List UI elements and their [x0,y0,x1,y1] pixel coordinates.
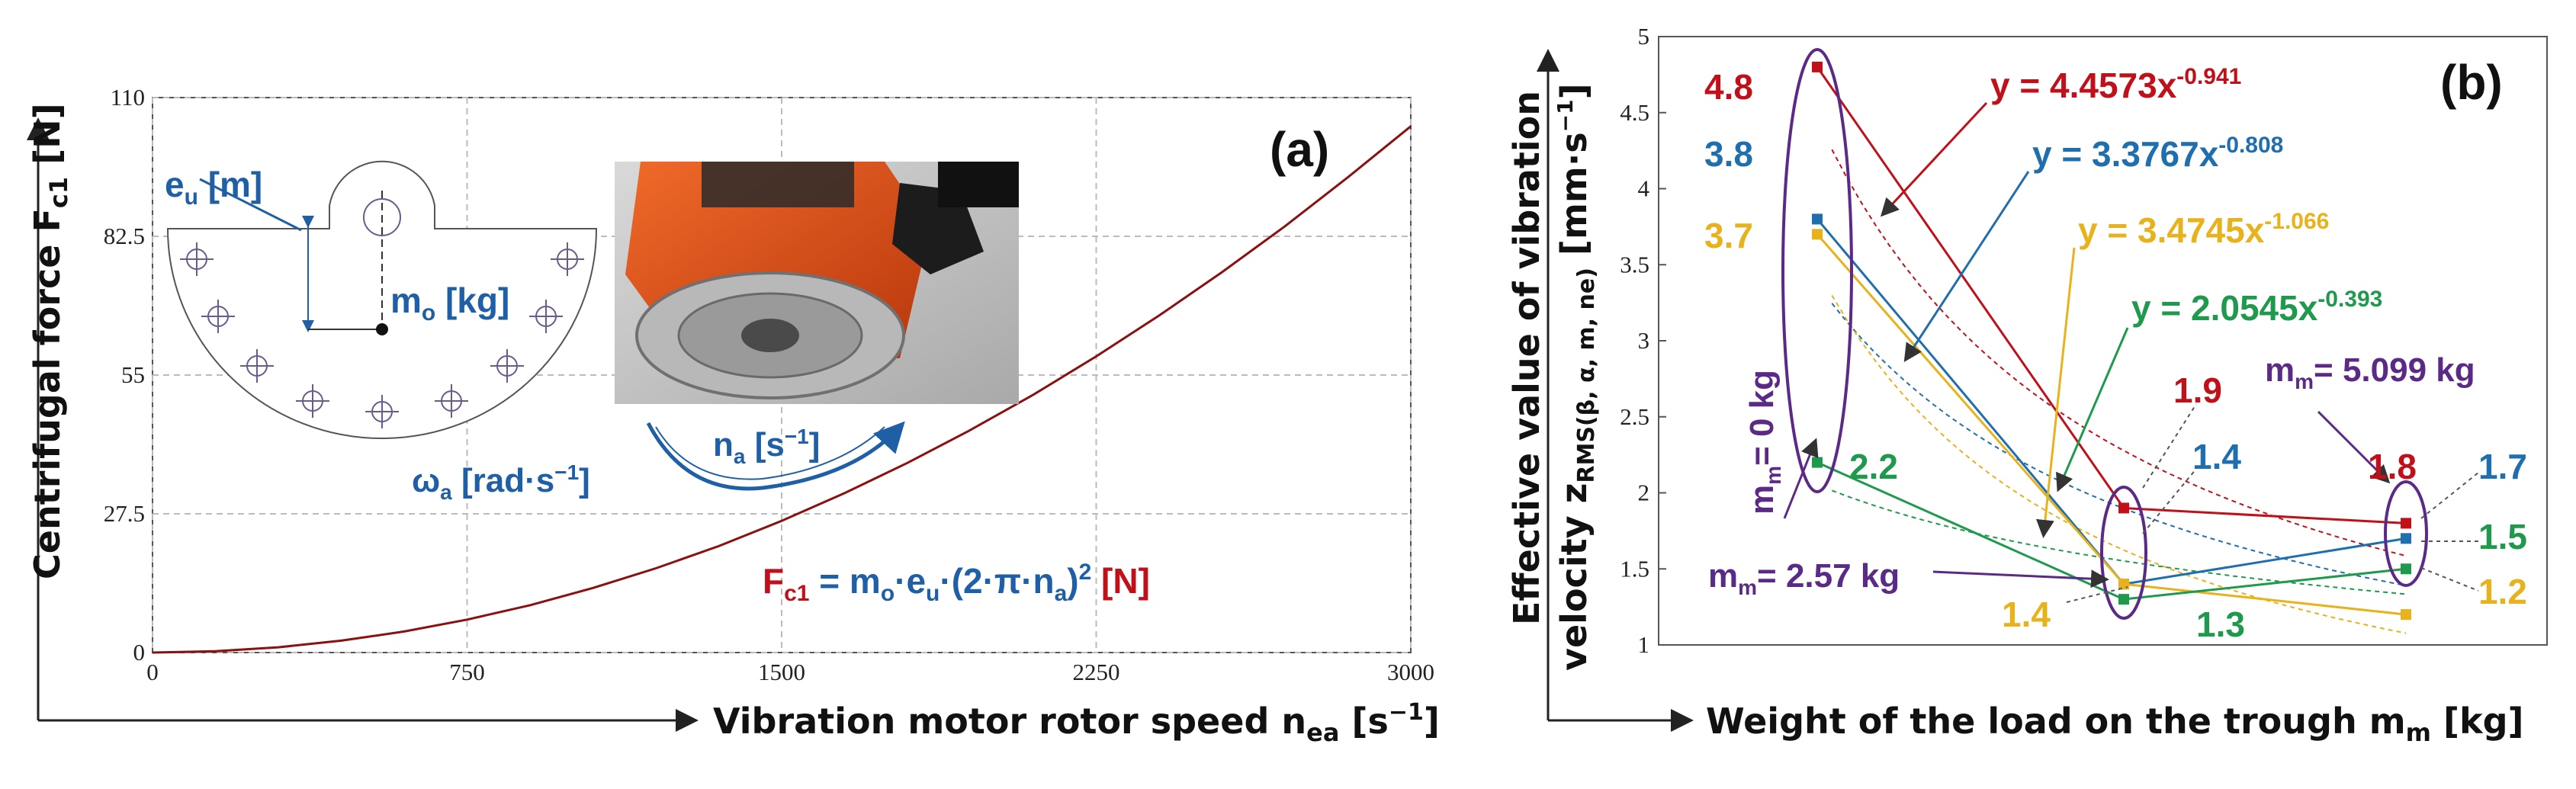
force-formula: Fc1 = mo·eu·(2·π·na)2 [N] [763,560,1150,606]
value-label-red-left: 4.8 [1704,67,1753,107]
y-axis-title-b-line2: velocity zRMS(β, α, m, ne) [mm·s−1] [1553,83,1600,671]
value-label-red-right: 1.8 [2368,447,2417,486]
mass-label-5-099kg: mm= 5.099 kg [2265,351,2475,393]
y-tick-label-b: 2.5 [1620,403,1649,430]
y-tick-label-a: 55 [121,361,145,388]
y-tick-label-a: 82.5 [104,223,145,249]
y-tick-label-b: 1 [1638,631,1650,658]
fit-curve-green [1831,489,2407,595]
data-point-yellow [2401,609,2411,621]
x-tick-label-a: 0 [146,659,159,685]
eu-label: eu [m] [165,165,262,210]
x-tick-label-a: 2250 [1073,659,1120,685]
data-point-green [1812,457,1823,468]
group-ellipse-2-57kg [2100,486,2147,620]
value-label-yellow-left: 3.7 [1704,216,1753,255]
value-label-blue-right: 1.7 [2478,447,2527,486]
shaft-hole [363,198,401,236]
group-ellipse-5-099kg [2384,480,2428,587]
ticks-a: 0 27.5 55 82.5 110 0 750 1500 2250 3000 [104,84,1434,685]
data-point-blue [1812,213,1823,225]
panel-label-a: (a) [1270,122,1329,177]
leader-lines [2066,403,2479,603]
value-label-yellow-right: 1.2 [2478,572,2527,611]
data-point-blue [2401,533,2411,544]
y-tick-label-a: 110 [111,84,145,111]
y-axis-title-b-line1: Effective value of vibration [1506,91,1547,625]
value-label-green-mid: 1.3 [2196,605,2245,644]
x-axis-title-a: Vibration motor rotor speed nea [s−1] [713,699,1440,747]
y-tick-label-b: 1.5 [1620,555,1649,582]
data-point-green [2401,563,2411,575]
x-axis-title-b: Weight of the load on the trough mm [kg] [1706,701,2524,747]
fit-equation-green: y = 2.0545x-0.393 [2131,287,2382,328]
data-point-red [2401,518,2411,529]
value-label-green-left: 2.2 [1849,447,1898,486]
group-ellipse-0kg [1781,48,1853,493]
rotation-arrow [646,421,905,491]
omega-label: ωa [rad·s−1] [412,460,590,504]
data-point-yellow [1812,229,1823,240]
data-point-red [1812,61,1823,72]
y-axis-title-a: Centrifugal force Fc1 [N] [27,103,73,579]
fit-equation-yellow: y = 3.4745x-1.066 [2078,209,2329,250]
eccentric-weight-diagram: eu [m] mo [kg] [165,160,598,439]
vibration-motor-photo [615,162,1019,404]
fit-curve-yellow [1831,294,2407,634]
x-tick-label-a: 1500 [758,659,805,685]
value-label-blue-mid: 1.4 [2192,437,2241,476]
y-tick-label-a: 0 [133,639,146,666]
mass-label-0kg: mm= 0 kg [1743,370,1785,515]
fit-curve-red [1831,149,2407,557]
force-curve [152,125,1412,654]
ticks-b: 1 1.5 2 2.5 3 3.5 4 4.5 5 [1620,23,1666,658]
data-point-yellow [2118,579,2129,590]
y-tick-label-b: 3 [1638,327,1650,354]
data-point-green [2118,594,2129,605]
data-point-red [2118,502,2129,514]
fit-equation-blue: y = 3.3767x-0.808 [2032,133,2283,174]
equation-arrows [1880,101,2129,538]
y-tick-label-b: 5 [1638,23,1650,50]
panel-label-b: (b) [2440,55,2503,110]
fit-equation-red: y = 4.4573x-0.941 [1990,64,2241,105]
panel-a: 0 27.5 55 82.5 110 0 750 1500 2250 3000 Vibration… [27,84,1440,747]
value-label-red-mid: 1.9 [2173,370,2222,410]
na-label: na [s−1] [713,425,820,468]
y-tick-label-a: 27.5 [104,500,145,527]
y-tick-label-b: 2 [1638,479,1650,506]
panel-b: 1 1.5 2 2.5 3 3.5 4 4.5 5 Weight of the load on … [1506,23,2548,747]
x-tick-label-a: 750 [449,659,485,685]
y-tick-label-b: 3.5 [1620,251,1649,277]
value-label-green-right: 1.5 [2478,517,2527,556]
value-label-yellow-mid: 1.4 [2002,595,2051,634]
grid-a [152,97,1412,653]
value-label-blue-left: 3.8 [1704,134,1753,174]
mo-label: mo [kg] [390,281,509,326]
x-tick-label-a: 3000 [1387,659,1434,685]
mass-label-2-57kg: mm= 2.57 kg [1708,557,1900,599]
y-tick-label-b: 4 [1638,175,1650,202]
y-tick-label-b: 4.5 [1620,99,1649,126]
